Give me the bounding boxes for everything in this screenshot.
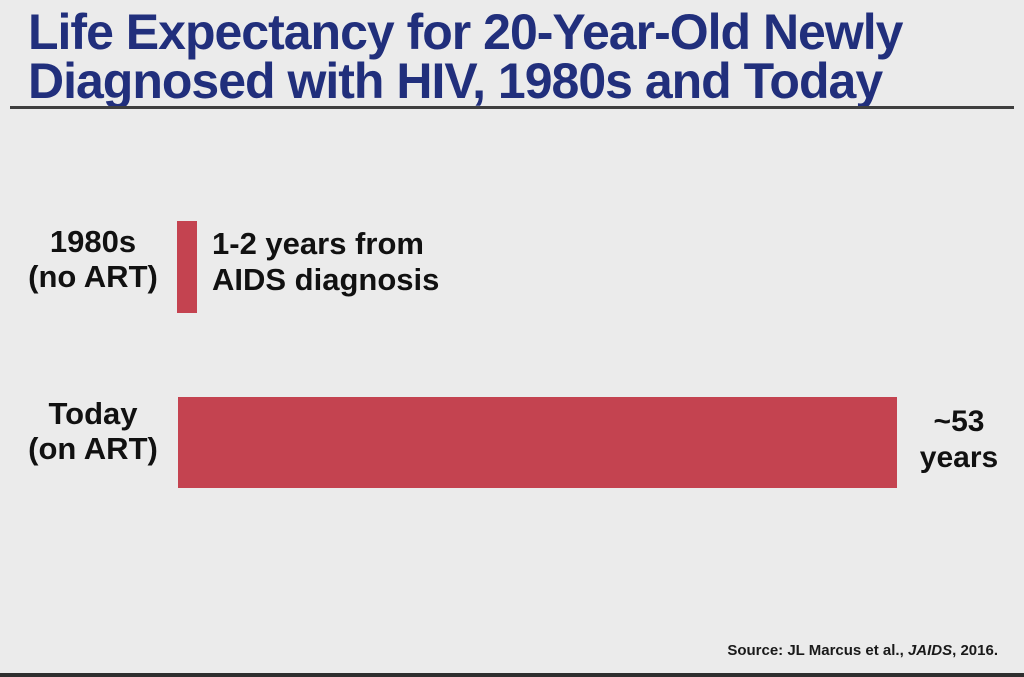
- annotation-1980s-value: 1-2 years from AIDS diagnosis: [212, 226, 439, 298]
- source-citation-prefix: Source: JL Marcus et al.,: [727, 642, 908, 659]
- category-label-1980s-line2: (no ART): [28, 259, 158, 295]
- bottom-edge-strip: [0, 673, 1024, 677]
- category-label-today-line2: (on ART): [28, 431, 158, 467]
- chart-title-line2: Diagnosed with HIV, 1980s and Today: [28, 53, 883, 109]
- annotation-today-value: ~53 years: [898, 404, 1020, 476]
- annotation-1980s-line2: AIDS diagnosis: [212, 261, 440, 297]
- annotation-1980s-line1: 1-2 years from: [212, 226, 424, 261]
- title-divider-rule: [10, 106, 1014, 109]
- annotation-today-line2: years: [919, 441, 999, 474]
- source-citation-journal: JAIDS: [907, 642, 953, 659]
- category-label-1980s: 1980s (no ART): [0, 224, 186, 294]
- chart-title: Life Expectancy for 20-Year-Old Newly Di…: [28, 4, 903, 109]
- chart-title-line1: Life Expectancy for 20-Year-Old Newly: [28, 4, 903, 60]
- source-citation-suffix: , 2016.: [952, 642, 998, 659]
- category-label-today: Today (on ART): [0, 396, 186, 466]
- source-citation: Source: JL Marcus et al., JAIDS, 2016.: [727, 642, 998, 659]
- bar-today: [178, 397, 897, 488]
- category-label-1980s-line1: 1980s: [49, 224, 137, 259]
- bar-1980s: [177, 221, 198, 313]
- category-label-today-line1: Today: [48, 396, 138, 431]
- annotation-today-line1: ~53: [933, 405, 985, 438]
